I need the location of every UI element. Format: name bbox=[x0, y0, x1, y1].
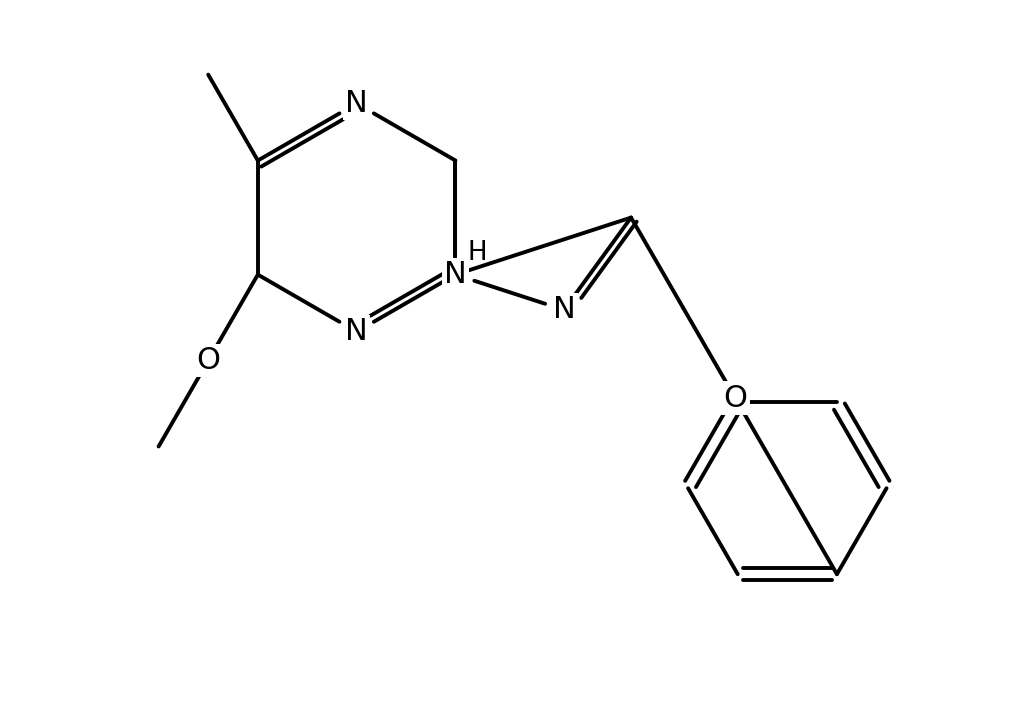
Text: N: N bbox=[553, 296, 576, 325]
Text: N: N bbox=[345, 89, 368, 118]
Text: O: O bbox=[723, 384, 747, 413]
Text: H: H bbox=[468, 240, 487, 266]
Text: N: N bbox=[345, 317, 368, 346]
Text: N: N bbox=[444, 260, 467, 289]
Text: O: O bbox=[197, 346, 220, 375]
